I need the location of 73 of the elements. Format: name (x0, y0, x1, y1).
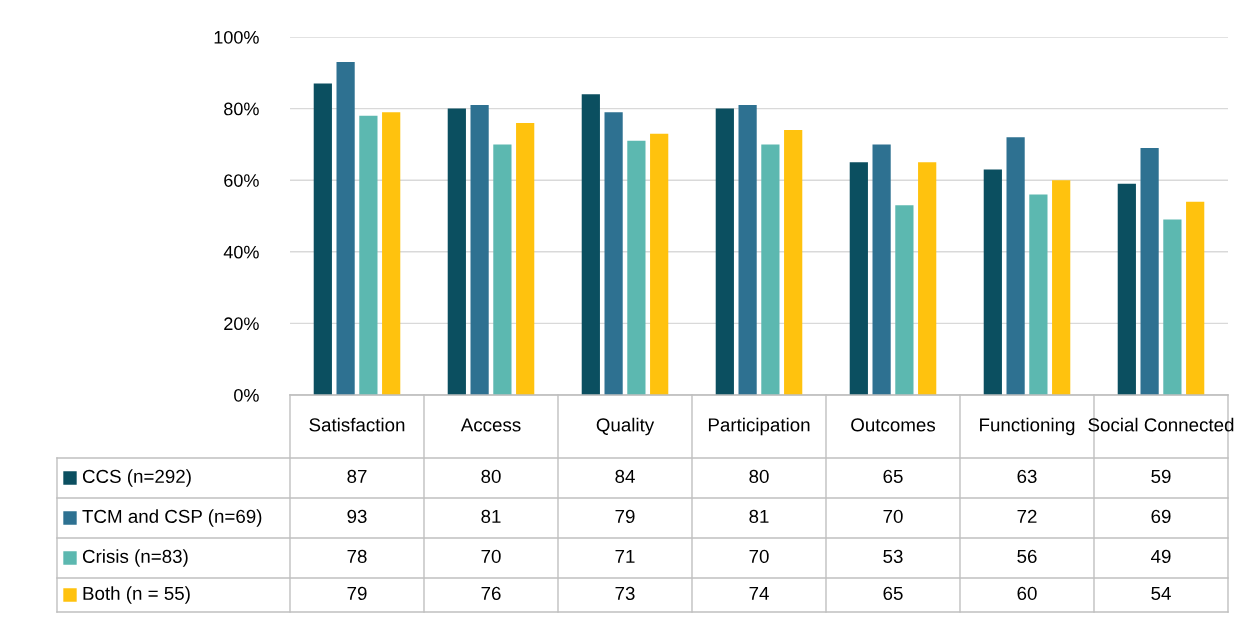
y-tick-label: 80% (224, 102, 259, 116)
x-tick-label: Social Connected (1088, 417, 1234, 432)
bar (581, 94, 600, 395)
bar (516, 122, 535, 395)
x-tick-label: Participation (708, 417, 810, 436)
x-tick-label: Satisfaction (309, 417, 405, 432)
data-label: 80 (749, 469, 769, 484)
x-tick-label: Access (460, 418, 521, 432)
bar (895, 205, 914, 395)
data-label: 59 (1151, 469, 1171, 484)
bar (1029, 194, 1048, 395)
bar (447, 108, 466, 395)
data-label: 71 (615, 549, 635, 563)
data-label: 54 (1151, 586, 1171, 601)
bar (313, 83, 332, 395)
data-label: 87 (347, 469, 367, 484)
data-label: 79 (347, 586, 367, 601)
data-label: 70 (749, 549, 769, 564)
data-label: 49 (1151, 549, 1171, 564)
bar (336, 62, 355, 395)
y-tick-label: 20% (224, 317, 259, 331)
bar (650, 133, 669, 395)
data-label: 76 (481, 586, 501, 601)
data-label: 60 (1017, 586, 1037, 601)
data-label: 72 (1017, 509, 1037, 523)
data-label: 69 (1151, 509, 1171, 524)
data-label: 73 (615, 586, 635, 601)
data-label: 84 (615, 469, 635, 484)
data-label: 80 (481, 469, 501, 484)
data-label: 81 (481, 509, 501, 524)
bar (493, 144, 512, 395)
bar (784, 130, 803, 395)
data-label: 65 (883, 469, 903, 484)
bar (627, 140, 646, 395)
legend-label: TCM and CSP (n=69) (82, 509, 262, 527)
y-tick-label: 0% (234, 388, 259, 402)
x-tick-label: Functioning (980, 417, 1075, 436)
x-tick-label: Outcomes (851, 418, 936, 432)
bar (1163, 219, 1182, 395)
legend-label: Both (n = 55) (83, 586, 190, 604)
bar (1006, 137, 1025, 395)
data-label: 70 (481, 549, 501, 564)
legend-label: CCS (n=292) (82, 469, 191, 487)
data-label: 53 (883, 549, 903, 564)
bar (382, 112, 401, 395)
data-label: 93 (347, 509, 367, 524)
bar (1186, 201, 1205, 395)
bar (918, 162, 937, 395)
data-label: 78 (347, 549, 367, 564)
x-tick-label: Quality (596, 417, 655, 436)
y-tick-label: 60% (224, 174, 259, 187)
data-label: 70 (883, 509, 903, 524)
data-label: 79 (615, 509, 635, 524)
bar (738, 105, 757, 395)
y-tick-label: 40% (223, 245, 259, 259)
bar (470, 105, 489, 395)
y-tick-label: 100% (214, 30, 259, 44)
bar (359, 115, 378, 395)
data-label: 63 (1017, 469, 1037, 484)
bar (849, 162, 868, 395)
legend-label: Crisis (n=83) (82, 549, 188, 567)
data-label: 81 (749, 509, 769, 524)
bar (1117, 183, 1136, 395)
bar (1140, 147, 1159, 395)
bar (872, 144, 891, 395)
bar (715, 108, 734, 395)
bar (1052, 180, 1071, 395)
bar (983, 169, 1002, 395)
data-label: 56 (1017, 549, 1037, 564)
data-label: 74 (749, 586, 769, 600)
bar (761, 144, 780, 395)
data-label: 65 (883, 586, 903, 601)
bar (604, 112, 623, 395)
